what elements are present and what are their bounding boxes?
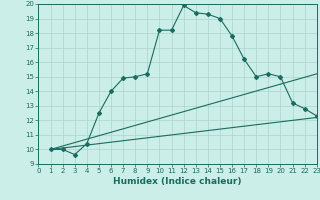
X-axis label: Humidex (Indice chaleur): Humidex (Indice chaleur) xyxy=(113,177,242,186)
